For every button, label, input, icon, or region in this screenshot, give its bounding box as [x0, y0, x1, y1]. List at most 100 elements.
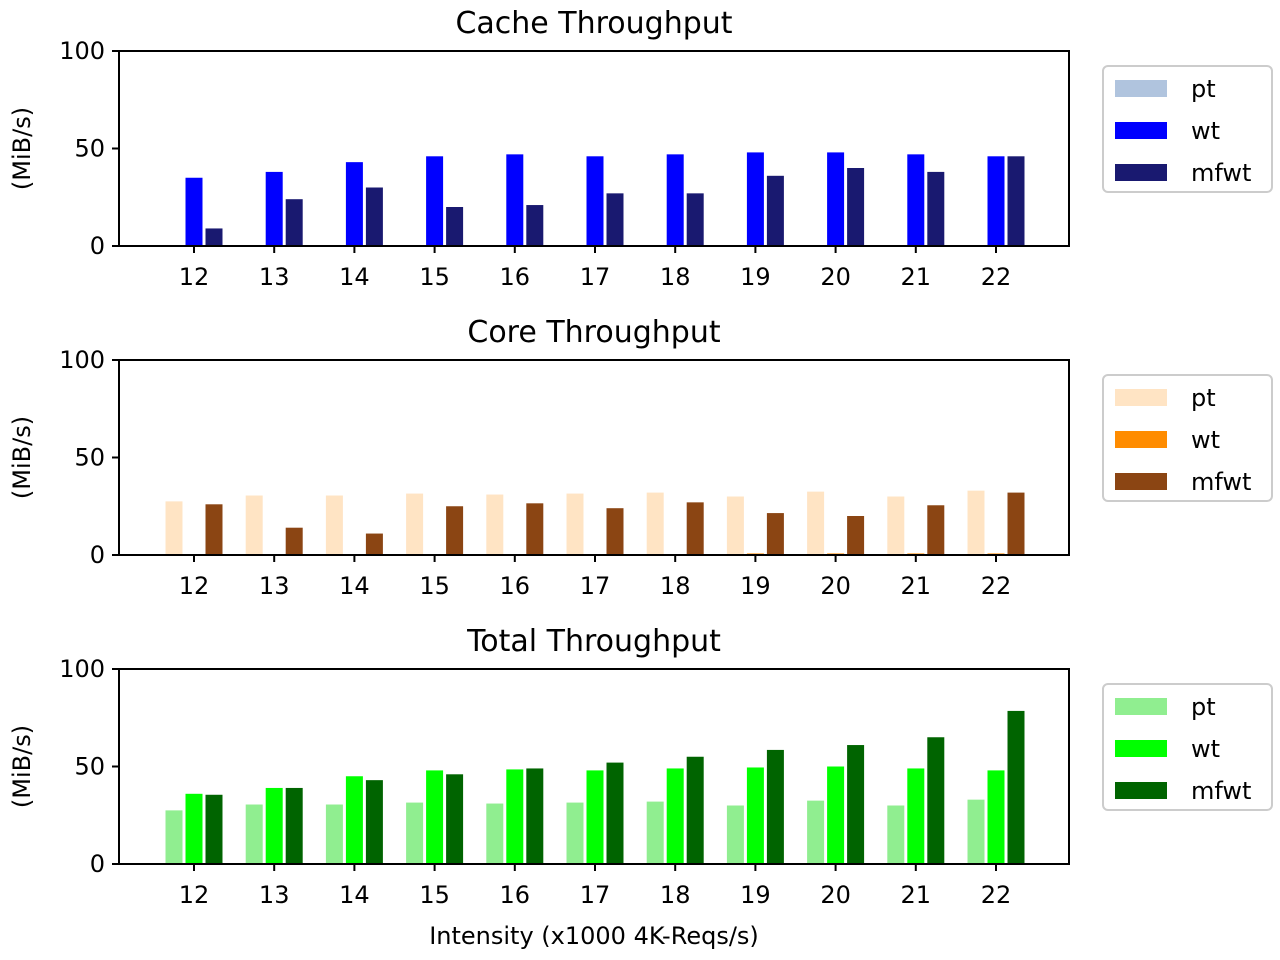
legend-swatch-wt	[1115, 740, 1167, 757]
bar-pt-15	[406, 493, 424, 555]
x-tick-label: 14	[339, 263, 370, 291]
bar-mfwt-14	[365, 780, 383, 864]
bar-mfwt-15	[446, 774, 464, 864]
bar-wt-18	[666, 154, 684, 246]
x-tick-label: 22	[981, 572, 1012, 600]
bar-mfwt-15	[446, 506, 464, 555]
legend-box	[1102, 683, 1273, 811]
legend-swatch-wt	[1115, 431, 1167, 448]
legend: pt wt mfwt	[1102, 683, 1273, 811]
bar-mfwt-17	[606, 193, 624, 246]
bar-pt-16	[486, 494, 504, 555]
legend-box	[1102, 65, 1273, 193]
bar-pt-20	[807, 800, 825, 865]
x-tick-label: 12	[179, 881, 210, 909]
bar-pt-18	[646, 801, 664, 864]
bar-wt-17	[586, 156, 604, 246]
panel-3: Total Throughput (MiB/s) 0 50 100 12 13 14 15 16 1…	[8, 624, 1273, 909]
x-tick-label: 17	[580, 881, 611, 909]
legend: pt wt mfwt	[1102, 65, 1273, 193]
bar-mfwt-12	[205, 504, 223, 555]
bar-pt-14	[325, 804, 343, 864]
x-tick-label: 19	[740, 881, 771, 909]
bar-mfwt-18	[686, 756, 704, 864]
bar-mfwt-21	[927, 171, 945, 246]
y-tick-label: 100	[59, 655, 105, 683]
y-tick-label: 50	[74, 135, 105, 163]
x-tick-label: 13	[259, 263, 290, 291]
x-tick-label: 21	[901, 881, 932, 909]
bar-wt-16	[506, 769, 524, 864]
legend-label-pt: pt	[1191, 693, 1216, 721]
bar-mfwt-17	[606, 762, 624, 864]
legend-swatch-pt	[1115, 80, 1167, 97]
x-tick-label: 12	[179, 263, 210, 291]
bar-wt-16	[506, 154, 524, 246]
legend-swatch-pt	[1115, 698, 1167, 715]
x-tick-label: 22	[981, 881, 1012, 909]
x-tick-label: 18	[660, 572, 691, 600]
x-tick-label: 21	[901, 263, 932, 291]
x-tick-label: 19	[740, 572, 771, 600]
x-tick-label: 16	[500, 263, 531, 291]
bar-pt-17	[566, 802, 584, 864]
x-tick-label: 13	[259, 572, 290, 600]
x-tick-label: 15	[419, 881, 450, 909]
bar-wt-19	[746, 152, 764, 246]
bar-pt-19	[726, 805, 744, 864]
bar-pt-22	[967, 490, 985, 555]
x-tick-label: 17	[580, 263, 611, 291]
bar-pt-20	[807, 491, 825, 556]
legend-label-mfwt: mfwt	[1191, 159, 1251, 187]
bar-mfwt-19	[766, 513, 784, 555]
bar-mfwt-22	[1007, 492, 1025, 555]
bar-wt-18	[666, 768, 684, 864]
x-tick-label: 15	[419, 572, 450, 600]
bar-wt-14	[345, 776, 363, 864]
bar-wt-20	[827, 152, 845, 246]
bar-pt-17	[566, 493, 584, 555]
panel-2: Core Throughput (MiB/s) 0 50 100 12 13 14 15 16 17…	[8, 315, 1273, 600]
bar-pt-13	[245, 495, 263, 555]
bar-mfwt-20	[847, 516, 865, 555]
bar-pt-15	[406, 802, 424, 864]
bar-mfwt-13	[285, 199, 303, 246]
chart-title: Cache Throughput	[455, 6, 732, 41]
bar-mfwt-13	[285, 527, 303, 555]
x-tick-label: 15	[419, 263, 450, 291]
bar-pt-14	[325, 495, 343, 555]
legend-label-mfwt: mfwt	[1191, 777, 1251, 805]
legend: pt wt mfwt	[1102, 374, 1273, 502]
bar-pt-22	[967, 799, 985, 864]
bar-pt-13	[245, 804, 263, 864]
x-tick-label: 12	[179, 572, 210, 600]
legend-box	[1102, 374, 1273, 502]
chart-title: Core Throughput	[467, 315, 720, 350]
bar-mfwt-20	[847, 168, 865, 246]
bar-wt-22	[987, 770, 1005, 864]
x-tick-label: 16	[500, 881, 531, 909]
bar-pt-18	[646, 492, 664, 555]
bar-mfwt-17	[606, 508, 624, 555]
x-tick-label: 13	[259, 881, 290, 909]
bar-pt-12	[165, 810, 183, 865]
legend-swatch-mfwt	[1115, 473, 1167, 490]
y-tick-label: 100	[59, 37, 105, 65]
bar-mfwt-22	[1007, 156, 1025, 246]
bar-mfwt-18	[686, 502, 704, 555]
x-tick-label: 20	[820, 881, 851, 909]
bar-wt-22	[987, 156, 1005, 246]
x-tick-label: 18	[660, 263, 691, 291]
y-axis-label: (MiB/s)	[8, 107, 36, 190]
bar-pt-21	[887, 496, 905, 555]
bar-wt-13	[265, 171, 283, 246]
bar-pt-12	[165, 501, 183, 556]
bar-wt-15	[426, 770, 444, 864]
bar-mfwt-19	[766, 175, 784, 246]
bar-wt-19	[746, 767, 764, 864]
bar-mfwt-21	[927, 505, 945, 555]
legend-swatch-mfwt	[1115, 164, 1167, 181]
chart-title: Total Throughput	[466, 624, 721, 659]
x-tick-label: 18	[660, 881, 691, 909]
